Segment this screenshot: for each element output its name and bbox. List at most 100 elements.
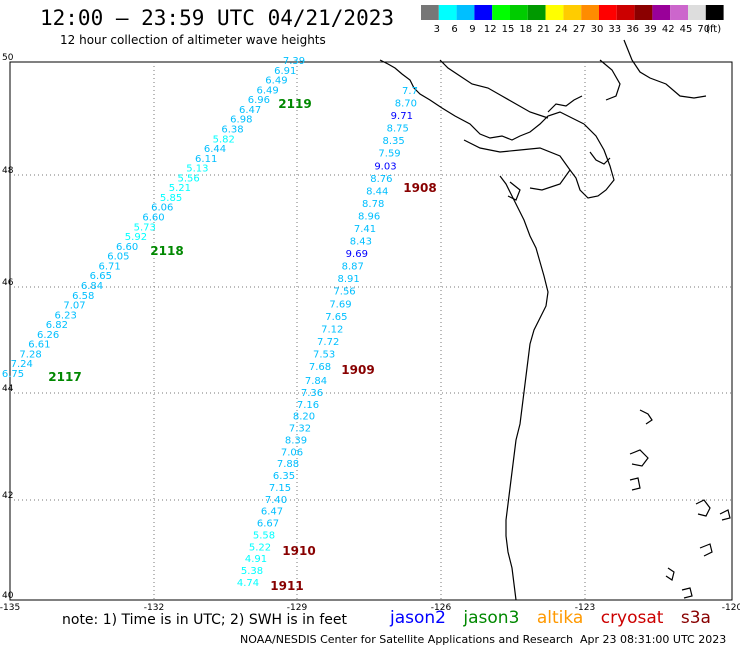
coastline: [379, 39, 731, 601]
lon-label: -126: [431, 603, 452, 613]
wave-height-value: 7.72: [317, 337, 339, 348]
scale-label: 33: [608, 24, 621, 35]
lon-label: -123: [575, 603, 595, 613]
wave-height-value: 6.61: [28, 340, 50, 351]
wave-height-value: 6.58: [72, 291, 94, 302]
scale-swatch: [456, 5, 475, 20]
credit-date: Apr 23 08:31:00 UTC 2023: [580, 633, 727, 646]
wave-height-value: 5.21: [169, 183, 191, 194]
wave-height-value: 8.87: [342, 262, 364, 273]
scale-label: 27: [573, 24, 586, 35]
scale-swatch: [545, 5, 564, 20]
wave-height-value: 9.71: [391, 111, 413, 122]
wave-height-value: 6.38: [221, 124, 243, 135]
legend-altika: altika: [536, 608, 584, 628]
wave-height-value: 8.35: [383, 136, 405, 147]
pass-label: 2117: [48, 370, 81, 384]
wave-height-value: 5.38: [241, 566, 263, 577]
lat-label: 48: [2, 166, 14, 176]
pass-label: 1910: [282, 544, 315, 558]
wave-height-value: 8.96: [358, 211, 380, 222]
scale-swatch: [510, 5, 528, 20]
wave-height-value: 6.96: [248, 95, 270, 106]
wave-height-value: 5.85: [160, 193, 182, 204]
scale-swatch: [492, 5, 510, 20]
wave-height-value: 6.71: [98, 261, 120, 272]
wave-height-value: 8.78: [362, 199, 384, 210]
pass-label: 2118: [150, 244, 183, 258]
page-subtitle: 12 hour collection of altimeter wave hei…: [60, 33, 326, 47]
lat-label: 40: [2, 591, 14, 601]
wave-height-value: 6.49: [265, 76, 287, 87]
scale-label: 21: [537, 24, 550, 35]
scale-label: 3: [434, 24, 440, 35]
scale-label: 24: [555, 24, 568, 35]
wave-height-value: 8.76: [370, 174, 392, 185]
pass-label: 1909: [341, 363, 374, 377]
wave-height-value: 7.40: [265, 495, 287, 506]
scale-swatch: [616, 5, 635, 20]
scale-swatch: [688, 5, 706, 20]
scale-swatch: [527, 5, 546, 20]
wave-height-value: 7.41: [354, 224, 376, 235]
lon-label: -132: [144, 603, 164, 613]
wave-height-value: 4.74: [237, 578, 259, 589]
wave-height-value: 6.82: [46, 320, 68, 331]
wave-height-value: 7.69: [329, 299, 351, 310]
credit-text: NOAA/NESDIS Center for Satellite Applica…: [240, 633, 574, 646]
wave-height-value: 8.91: [338, 274, 360, 285]
wave-height-value: 6.91: [274, 66, 296, 77]
lon-label: -129: [287, 603, 308, 613]
wave-height-value: 7.39: [283, 56, 305, 67]
wave-height-value: 7.65: [325, 312, 347, 323]
scale-label: 12: [484, 24, 497, 35]
wave-height-value: 9.03: [374, 161, 396, 172]
scale-swatch: [438, 5, 457, 20]
scale-label: 39: [644, 24, 657, 35]
scale-label: (ft): [706, 24, 721, 35]
legend-s3a: s3a: [680, 608, 711, 628]
scale-swatch: [563, 5, 582, 20]
wave-height-value: 6.60: [142, 213, 164, 224]
legend-jason3: jason3: [463, 608, 520, 628]
color-scale: 3 6 9 12 15 18 21 24 27 30 33 36 39 42 45 70(ft): [421, 5, 724, 35]
scale-swatch: [634, 5, 653, 20]
page-title: 12:00 – 23:59 UTC 04/21/2023: [40, 6, 395, 30]
pass-label: 2119: [278, 97, 311, 111]
wave-height-value: 8.70: [395, 99, 417, 110]
scale-swatch: [670, 5, 688, 20]
wave-height-value: 7.59: [378, 149, 400, 160]
footnote: note: 1) Time is in UTC; 2) SWH is in fe…: [62, 612, 348, 628]
wave-height-value: 5.13: [186, 164, 208, 175]
wave-height-value: 7.56: [333, 287, 355, 298]
wave-height-value: 7.68: [309, 362, 331, 373]
wave-height-value: 6.06: [151, 203, 173, 214]
pass-label: 1908: [403, 181, 436, 195]
legend-jason2: jason2: [390, 608, 446, 628]
wave-height-value: 7.32: [289, 424, 311, 435]
wave-height-value: 7.16: [297, 400, 319, 411]
lat-label: 44: [2, 384, 14, 394]
wave-height-value: 6.47: [239, 105, 261, 116]
lat-label: 50: [2, 53, 14, 63]
wave-height-value: 6.75: [2, 369, 24, 380]
wave-height-value: 5.73: [134, 222, 156, 233]
scale-label: 36: [626, 24, 639, 35]
altimeter-tracks: 7.396.916.496.496.966.476.986.385.826.44…: [2, 56, 437, 593]
pass-label: 1911: [270, 579, 303, 593]
wave-height-value: 7.12: [321, 324, 343, 335]
wave-height-value: 6.49: [257, 85, 279, 96]
wave-height-value: 8.43: [350, 237, 372, 248]
wave-height-value: 6.26: [37, 330, 59, 341]
wave-height-value: 7.84: [305, 376, 327, 387]
wave-height-value: 7.28: [19, 349, 41, 360]
wave-height-value: 9.69: [346, 249, 368, 260]
wave-height-value: 6.60: [116, 242, 138, 253]
scale-label: 70: [697, 24, 710, 35]
wave-height-value: 7.53: [313, 349, 335, 360]
scale-label: 45: [680, 24, 693, 35]
wave-height-value: 6.47: [261, 507, 283, 518]
wave-height-value: 6.35: [273, 471, 295, 482]
